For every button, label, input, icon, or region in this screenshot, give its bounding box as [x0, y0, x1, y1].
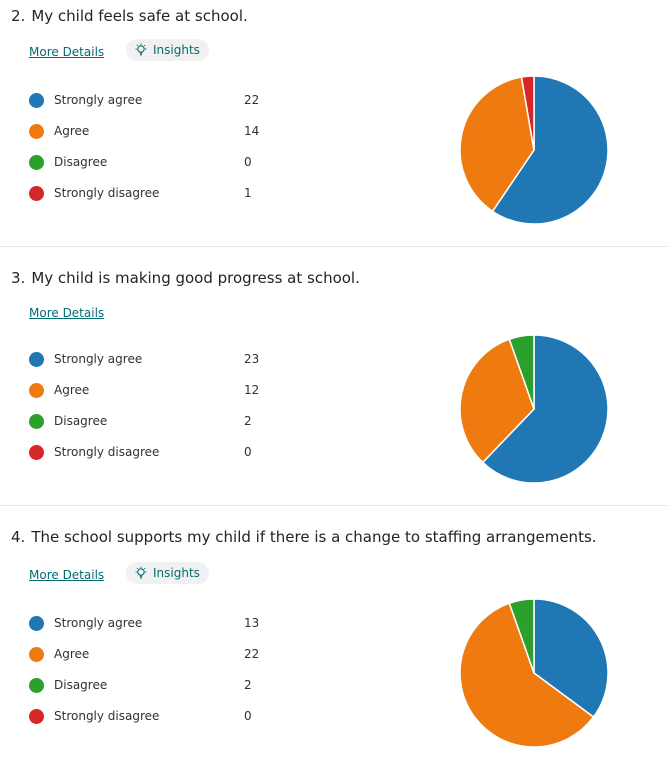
question-text: My child is making good progress at scho…	[31, 269, 360, 287]
legend-item-agree: Agree 12	[29, 382, 259, 398]
pie-chart	[459, 75, 609, 225]
pie-slice-disagree[interactable]	[508, 334, 535, 410]
legend-item-strongly-agree: Strongly agree 23	[29, 351, 259, 367]
pie-slice-agree[interactable]	[459, 602, 595, 748]
legend-count: 22	[244, 93, 260, 107]
legend-label: Strongly agree	[54, 93, 143, 107]
legend-item-strongly-disagree: Strongly disagree 0	[29, 708, 252, 724]
pie-slice-agree[interactable]	[459, 338, 535, 464]
legend-label: Agree	[54, 647, 90, 661]
question-card-4: 4. The school supports my child if there …	[0, 506, 668, 764]
pie-slice-strongly-agree[interactable]	[533, 598, 609, 718]
more-details-link[interactable]: More Details	[29, 568, 105, 582]
pie-slice-disagree[interactable]	[508, 598, 535, 674]
legend-item-disagree: Disagree 2	[29, 677, 252, 693]
question-title: 3. My child is making good progress at sc…	[11, 268, 360, 288]
legend-item-strongly-disagree: Strongly disagree 0	[29, 444, 252, 460]
legend-count: 2	[244, 678, 252, 692]
legend-label: Strongly disagree	[54, 186, 160, 200]
legend-swatch	[29, 185, 44, 201]
legend-count: 23	[244, 352, 260, 366]
legend-swatch	[29, 92, 44, 108]
divider	[0, 505, 668, 506]
legend-label: Disagree	[54, 678, 108, 692]
lightbulb-icon	[135, 43, 147, 56]
legend-item-disagree: Disagree 2	[29, 413, 252, 429]
legend-label: Strongly disagree	[54, 445, 160, 459]
legend-item-agree: Agree 14	[29, 123, 259, 139]
insights-label: Insights	[153, 43, 200, 57]
legend-label: Agree	[54, 124, 90, 138]
legend-count: 1	[244, 186, 252, 200]
question-number: 3.	[11, 269, 26, 287]
legend-swatch	[29, 444, 44, 460]
insights-button[interactable]: Insights	[126, 39, 209, 61]
pie-slice-agree[interactable]	[459, 76, 535, 213]
legend-count: 14	[244, 124, 260, 138]
lightbulb-icon	[135, 566, 147, 579]
legend-label: Disagree	[54, 155, 108, 169]
legend-swatch	[29, 154, 44, 170]
divider	[0, 246, 668, 247]
question-title: 4. The school supports my child if there …	[11, 527, 597, 547]
legend-label: Strongly agree	[54, 616, 143, 630]
legend-count: 0	[244, 445, 252, 459]
legend-item-strongly-agree: Strongly agree 22	[29, 92, 259, 108]
legend-label: Strongly disagree	[54, 709, 160, 723]
legend-item-agree: Agree 22	[29, 646, 259, 662]
legend-item-strongly-disagree: Strongly disagree 1	[29, 185, 252, 201]
question-card-2: 2. My child feels safe at school. More De…	[0, 0, 668, 246]
legend-count: 13	[244, 616, 260, 630]
insights-label: Insights	[153, 566, 200, 580]
pie-slice-strongly-disagree[interactable]	[520, 75, 535, 151]
more-details-link[interactable]: More Details	[29, 306, 105, 320]
pie-slice-strongly-agree[interactable]	[491, 75, 609, 225]
legend-swatch	[29, 351, 44, 367]
question-number: 2.	[11, 7, 26, 25]
question-number: 4.	[11, 528, 26, 546]
legend-item-strongly-agree: Strongly agree 13	[29, 615, 259, 631]
question-text: My child feels safe at school.	[31, 7, 248, 25]
insights-button[interactable]: Insights	[126, 562, 209, 584]
question-card-3: 3. My child is making good progress at sc…	[0, 247, 668, 505]
pie-chart	[459, 334, 609, 484]
legend-count: 22	[244, 647, 260, 661]
pie-chart	[459, 598, 609, 748]
legend-swatch	[29, 646, 44, 662]
legend-count: 0	[244, 155, 252, 169]
more-details-link[interactable]: More Details	[29, 45, 105, 59]
legend-swatch	[29, 413, 44, 429]
legend-swatch	[29, 382, 44, 398]
legend-swatch	[29, 677, 44, 693]
question-title: 2. My child feels safe at school.	[11, 6, 248, 26]
legend-label: Agree	[54, 383, 90, 397]
legend-label: Strongly agree	[54, 352, 143, 366]
legend-count: 2	[244, 414, 252, 428]
pie-slice-strongly-agree[interactable]	[482, 334, 609, 484]
legend-count: 0	[244, 709, 252, 723]
legend-swatch	[29, 708, 44, 724]
legend-label: Disagree	[54, 414, 108, 428]
legend-item-disagree: Disagree 0	[29, 154, 252, 170]
question-text: The school supports my child if there is…	[31, 528, 597, 546]
legend-swatch	[29, 615, 44, 631]
legend-count: 12	[244, 383, 260, 397]
legend-swatch	[29, 123, 44, 139]
